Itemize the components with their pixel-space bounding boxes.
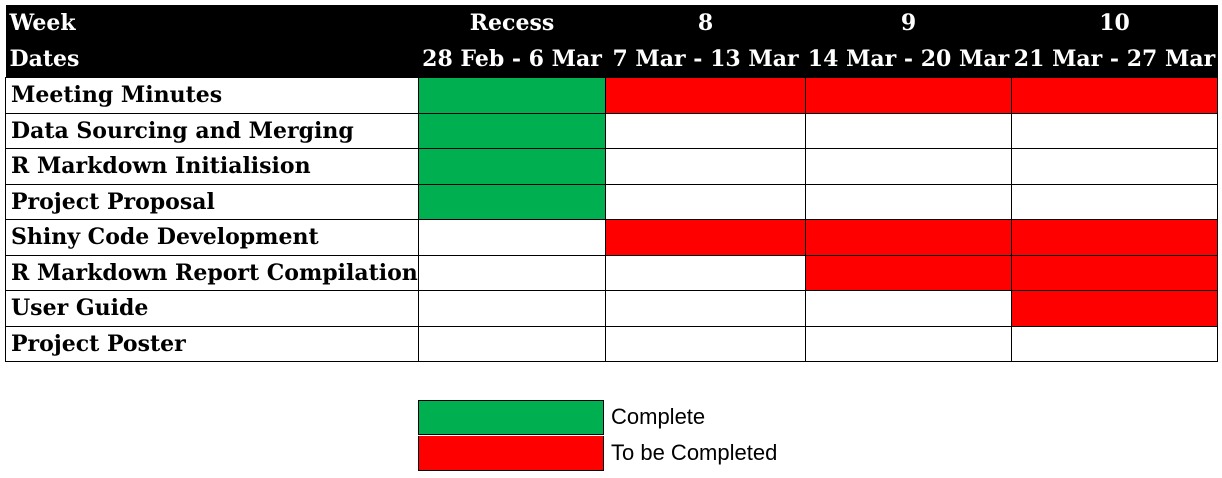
status-cell bbox=[418, 254, 606, 291]
task-name: Meeting Minutes bbox=[5, 77, 419, 114]
status-cell bbox=[1011, 183, 1218, 220]
task-name: Project Poster bbox=[5, 325, 419, 362]
task-name: R Markdown Initialision bbox=[5, 148, 419, 185]
task-row: Project Poster bbox=[5, 325, 1218, 362]
status-cell bbox=[605, 183, 806, 220]
legend-swatch-complete bbox=[418, 399, 604, 435]
legend-item-complete: Complete bbox=[418, 399, 777, 435]
legend-label-complete: Complete bbox=[611, 404, 706, 429]
date-range-cell: 14 Mar - 20 Mar bbox=[805, 41, 1012, 78]
legend: Complete To be Completed bbox=[418, 399, 777, 471]
status-cell bbox=[605, 325, 806, 362]
status-cell bbox=[605, 148, 806, 185]
week-header-row: Week Recess 8 9 10 bbox=[5, 5, 1218, 41]
status-cell bbox=[805, 219, 1012, 256]
status-cell bbox=[805, 112, 1012, 149]
date-range-cell: 7 Mar - 13 Mar bbox=[605, 41, 806, 78]
task-name: R Markdown Report Compilation bbox=[5, 254, 419, 291]
task-name: Data Sourcing and Merging bbox=[5, 112, 419, 149]
task-row: Shiny Code Development bbox=[5, 219, 1218, 256]
week-cell: 9 bbox=[805, 5, 1012, 41]
task-name: User Guide bbox=[5, 290, 419, 327]
status-cell bbox=[805, 148, 1012, 185]
status-cell bbox=[418, 77, 606, 114]
week-cell: Recess bbox=[418, 5, 606, 41]
task-row: Data Sourcing and Merging bbox=[5, 112, 1218, 149]
task-name: Shiny Code Development bbox=[5, 219, 419, 256]
status-cell bbox=[1011, 219, 1218, 256]
status-cell bbox=[1011, 254, 1218, 291]
status-cell bbox=[418, 290, 606, 327]
status-cell bbox=[805, 325, 1012, 362]
status-cell bbox=[805, 77, 1012, 114]
week-cell: 10 bbox=[1011, 5, 1218, 41]
task-row: R Markdown Initialision bbox=[5, 148, 1218, 185]
status-cell bbox=[418, 219, 606, 256]
status-cell bbox=[605, 219, 806, 256]
status-cell bbox=[418, 325, 606, 362]
task-row: R Markdown Report Compilation bbox=[5, 254, 1218, 291]
dates-label: Dates bbox=[5, 41, 419, 78]
status-cell bbox=[418, 148, 606, 185]
status-cell bbox=[605, 77, 806, 114]
status-cell bbox=[605, 112, 806, 149]
status-cell bbox=[418, 183, 606, 220]
date-range-cell: 21 Mar - 27 Mar bbox=[1011, 41, 1218, 78]
status-cell bbox=[1011, 148, 1218, 185]
date-range-cell: 28 Feb - 6 Mar bbox=[418, 41, 606, 78]
status-cell bbox=[1011, 290, 1218, 327]
legend-swatch-to-be-completed bbox=[418, 435, 604, 471]
status-cell bbox=[605, 290, 806, 327]
status-cell bbox=[1011, 112, 1218, 149]
dates-header-row: Dates 28 Feb - 6 Mar 7 Mar - 13 Mar 14 M… bbox=[5, 41, 1218, 78]
status-cell bbox=[418, 112, 606, 149]
gantt-table: Week Recess 8 9 10 Dates 28 Feb - 6 Mar … bbox=[5, 5, 1218, 362]
week-label: Week bbox=[5, 5, 419, 41]
status-cell bbox=[605, 254, 806, 291]
status-cell bbox=[805, 254, 1012, 291]
week-cell: 8 bbox=[605, 5, 806, 41]
task-name: Project Proposal bbox=[5, 183, 419, 220]
legend-label-to-be-completed: To be Completed bbox=[611, 440, 778, 465]
legend-item-to-be-completed: To be Completed bbox=[418, 435, 777, 471]
task-row: User Guide bbox=[5, 290, 1218, 327]
status-cell bbox=[805, 290, 1012, 327]
status-cell bbox=[1011, 325, 1218, 362]
task-row: Project Proposal bbox=[5, 183, 1218, 220]
status-cell bbox=[805, 183, 1012, 220]
task-row: Meeting Minutes bbox=[5, 77, 1218, 114]
status-cell bbox=[1011, 77, 1218, 114]
